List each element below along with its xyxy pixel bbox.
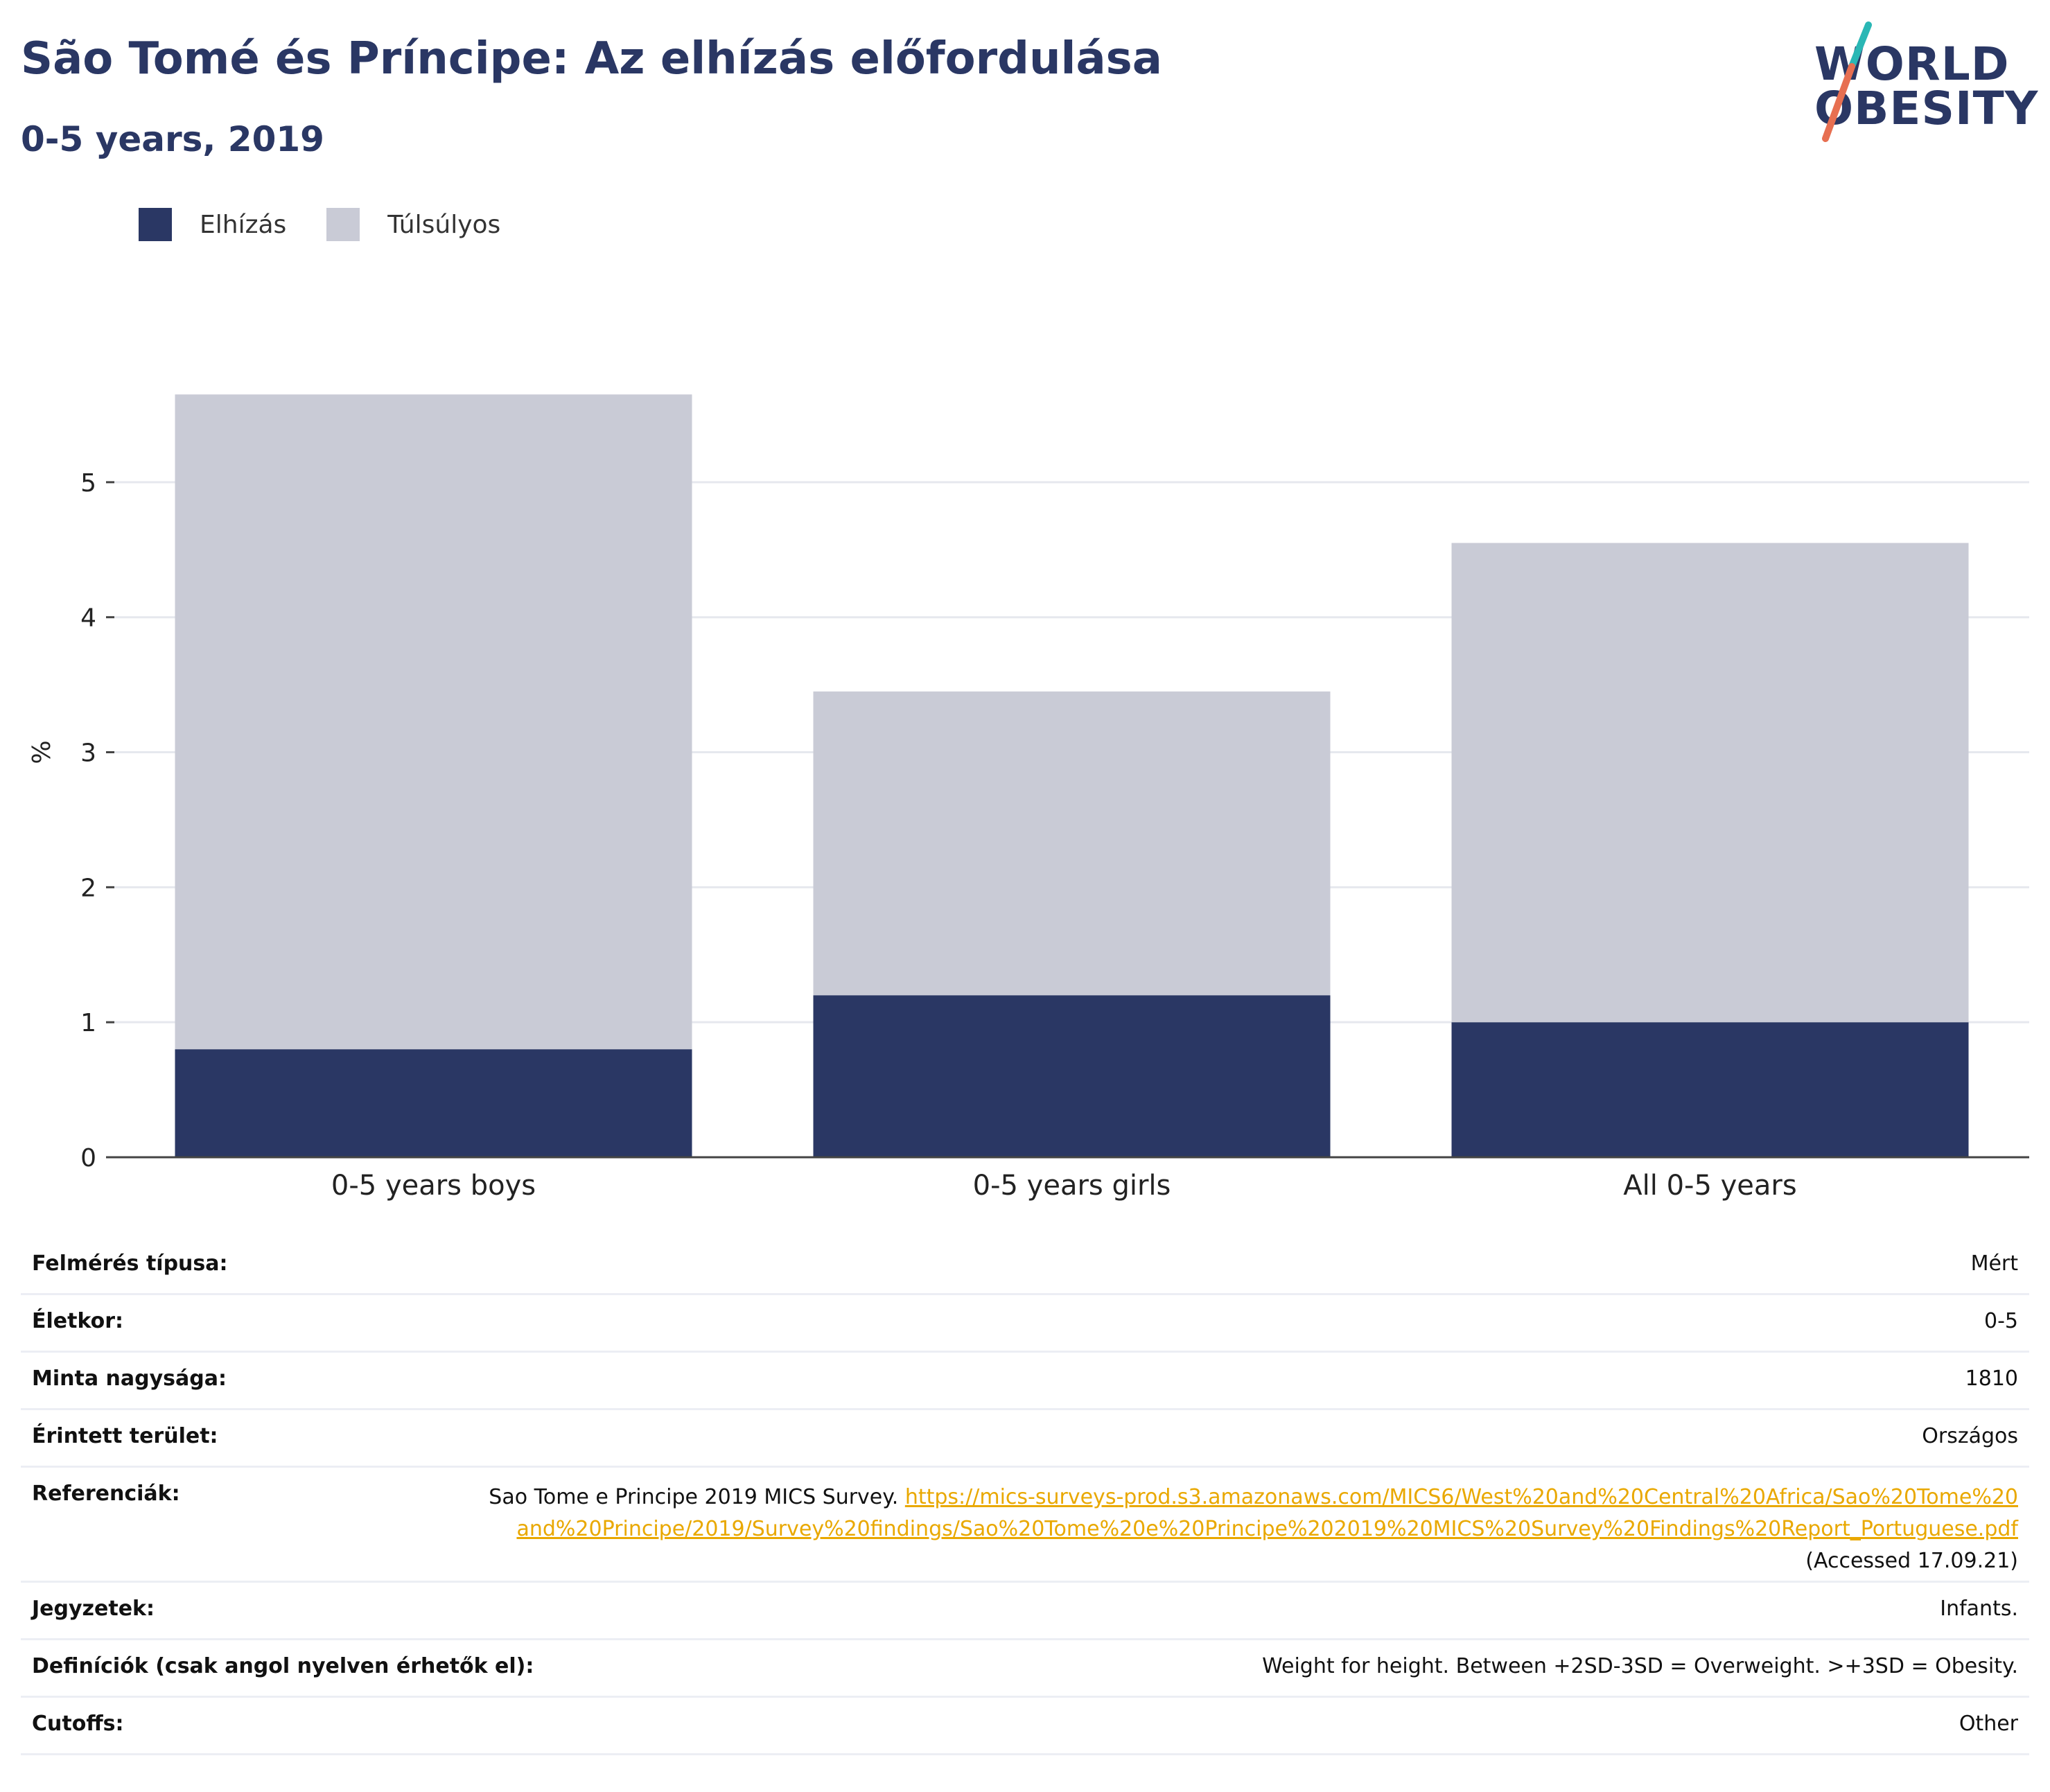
chart-legend: Elhízás Túlsúlyos: [139, 207, 541, 243]
references-value: Sao Tome e Principe 2019 MICS Survey. ht…: [480, 1482, 2018, 1577]
references-link[interactable]: https://mics-surveys-prod.s3.amazonaws.c…: [516, 1485, 2018, 1541]
table-row: Cutoffs: Other: [21, 1698, 2029, 1755]
bar-overweight[interactable]: [175, 394, 692, 1050]
legend-swatch-obesity: [139, 208, 172, 241]
logo-line-2: OBESITY: [1814, 82, 2039, 135]
table-row: Jegyzetek: Infants.: [21, 1583, 2029, 1640]
row-label: Jegyzetek:: [32, 1597, 155, 1621]
y-tick-label: 3: [80, 739, 96, 768]
legend-swatch-overweight: [326, 208, 360, 241]
table-row: Életkor: 0-5: [21, 1295, 2029, 1353]
y-tick-label: 1: [80, 1009, 96, 1037]
bar-obesity[interactable]: [175, 1049, 692, 1157]
logo-slash-icon: [1822, 21, 1872, 142]
y-tick-label: 0: [80, 1144, 96, 1172]
row-value: Infants.: [1940, 1597, 2018, 1621]
row-label: Definíciók (csak angol nyelven érhetők e…: [32, 1654, 534, 1678]
y-tick-label: 4: [80, 604, 96, 633]
row-label: Cutoffs:: [32, 1712, 124, 1736]
bar-obesity[interactable]: [1451, 1022, 1969, 1157]
row-value: Other: [1959, 1712, 2018, 1736]
chart-axes: 0 1 2 3 4 5% 0-5 years boys 0-5 years girls All …: [28, 469, 2029, 1202]
bar-overweight[interactable]: [813, 691, 1331, 996]
survey-details-table: Felmérés típusa: Mért Életkor: 0-5 Minta nag…: [21, 1238, 2029, 1755]
references-label: Referenciák:: [32, 1482, 180, 1506]
chart-bars: [175, 394, 1969, 1157]
stacked-bar-chart: 0 1 2 3 4 5% 0-5 years boys 0-5 years girls All …: [28, 394, 2029, 1202]
chart-subtitle: 0-5 years, 2019: [21, 119, 324, 159]
legend-item-overweight[interactable]: Túlsúlyos: [326, 208, 500, 241]
row-value: Mért: [1970, 1251, 2018, 1276]
legend-label-overweight: Túlsúlyos: [387, 210, 501, 239]
world-obesity-logo: WORLD OBESITY: [1802, 21, 2038, 152]
row-label: Minta nagysága:: [32, 1367, 227, 1391]
table-row: Minta nagysága: 1810: [21, 1353, 2029, 1410]
table-row-references: Referenciák: Sao Tome e Principe 2019 MI…: [21, 1468, 2029, 1583]
bar-overweight[interactable]: [1451, 543, 1969, 1023]
row-value: 0-5: [1984, 1309, 2018, 1333]
legend-label-obesity: Elhízás: [200, 210, 287, 239]
row-label: Érintett terület:: [32, 1424, 218, 1448]
x-tick-label: 0-5 years girls: [973, 1170, 1171, 1202]
table-row: Definíciók (csak angol nyelven érhetők e…: [21, 1640, 2029, 1698]
y-tick-label: 2: [80, 874, 96, 902]
x-tick-label: 0-5 years boys: [331, 1170, 536, 1202]
legend-item-obesity[interactable]: Elhízás: [139, 208, 286, 241]
row-value: 1810: [1965, 1367, 2018, 1391]
row-value: Weight for height. Between +2SD-3SD = Ov…: [1262, 1654, 2018, 1678]
row-label: Életkor:: [32, 1309, 124, 1333]
y-axis-label: %: [28, 740, 56, 764]
bar-obesity[interactable]: [813, 995, 1331, 1157]
row-value: Országos: [1922, 1424, 2018, 1448]
chart-title: São Tomé és Príncipe: Az elhízás előford…: [21, 33, 1162, 85]
table-row: Érintett terület: Országos: [21, 1410, 2029, 1468]
table-row: Felmérés típusa: Mért: [21, 1238, 2029, 1295]
x-tick-label: All 0-5 years: [1623, 1170, 1796, 1202]
references-text: Sao Tome e Principe 2019 MICS Survey.: [489, 1485, 899, 1509]
references-accessed: (Accessed 17.09.21): [1805, 1549, 2018, 1573]
row-label: Felmérés típusa:: [32, 1251, 228, 1276]
y-tick-label: 5: [80, 469, 96, 498]
